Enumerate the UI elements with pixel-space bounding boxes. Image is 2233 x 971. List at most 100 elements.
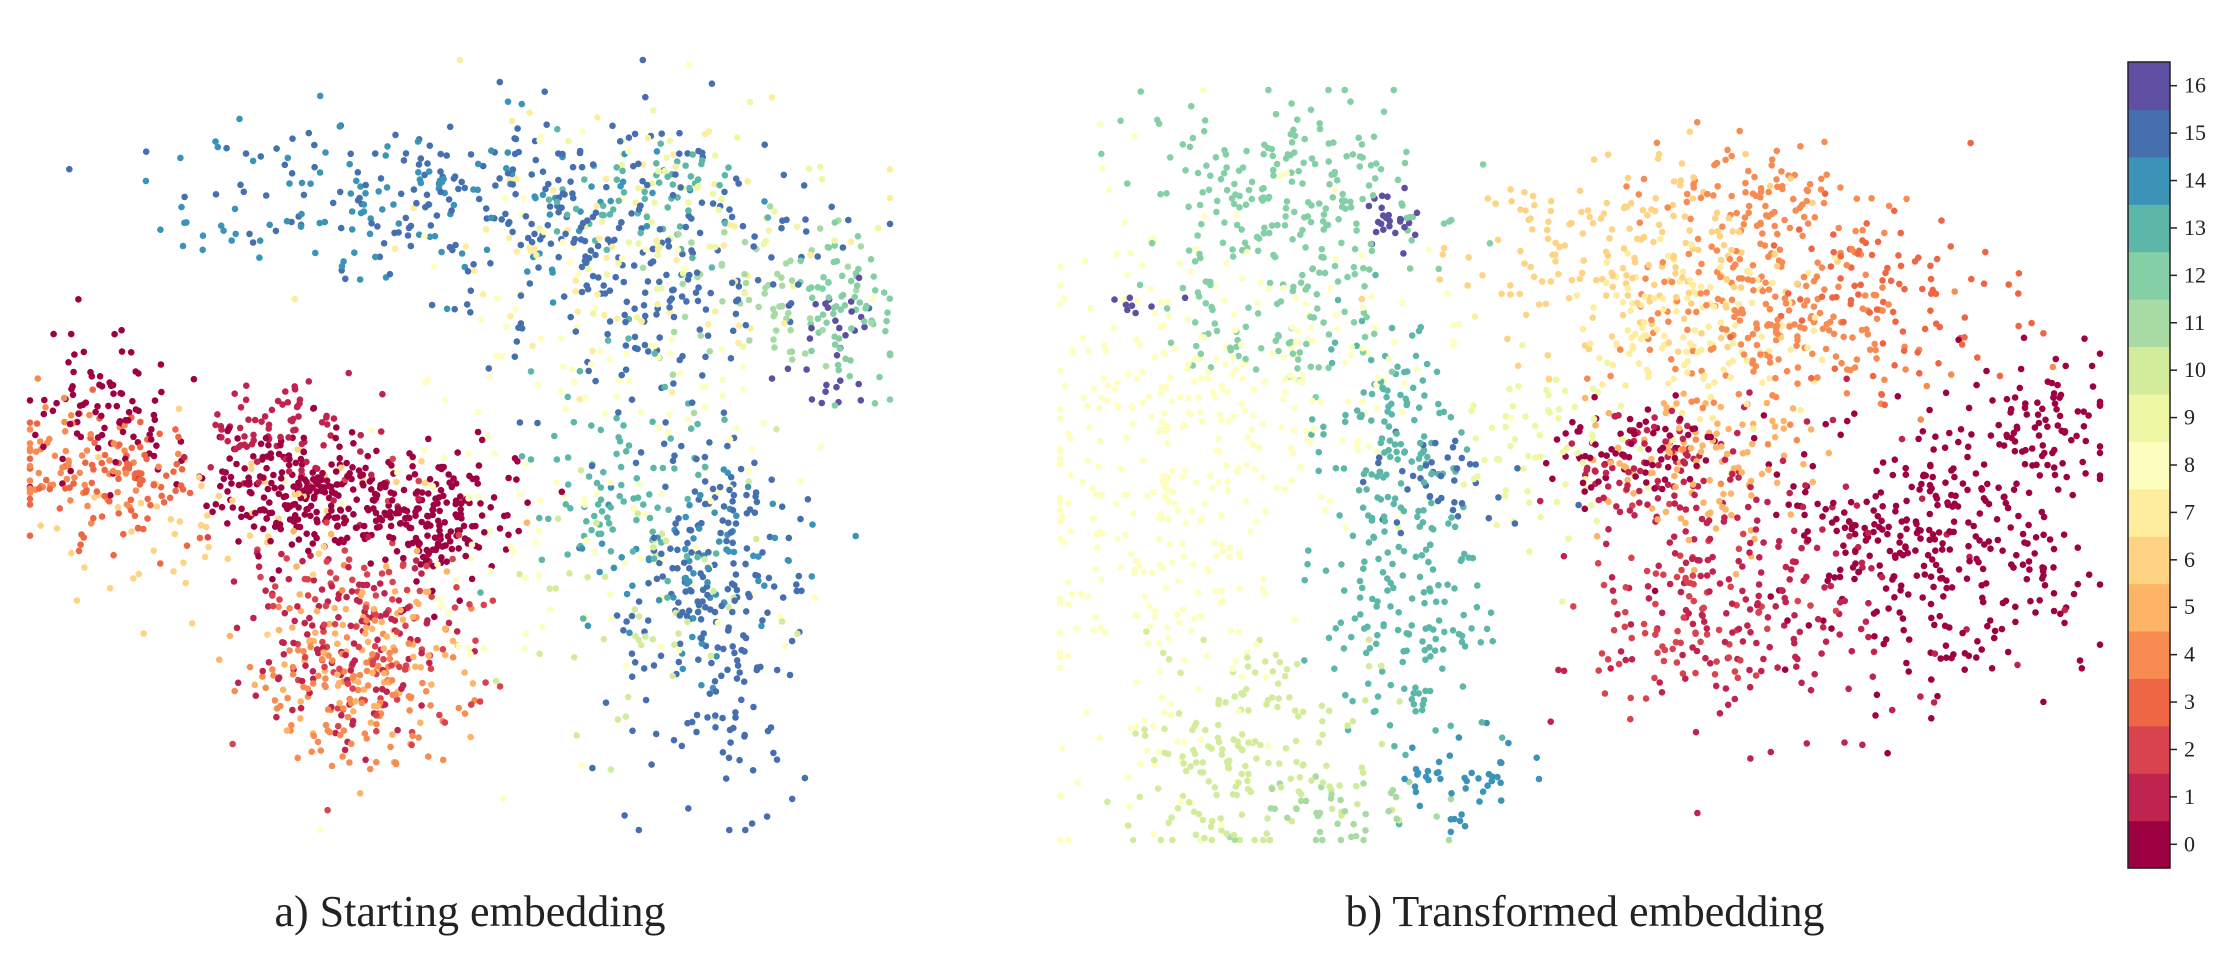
panel-b-point-class-12 [1265,86,1272,94]
panel-b-point-class-7 [1731,322,1739,329]
panel-b-point-class-8 [1249,441,1257,448]
panel-b-point-class-3 [2015,270,2023,277]
panel-a-point-class-0 [79,401,87,409]
panel-a-point-class-1 [395,597,403,604]
panel-a-point-class-0 [277,484,285,491]
panel-b-point-class-10 [1104,798,1111,806]
panel-a-point-class-0 [112,458,119,466]
panel-a-point-class-8 [579,128,586,135]
panel-a-point-class-14 [578,545,586,552]
panel-a-point-class-8 [522,460,530,468]
panel-a-point-class-14 [179,242,187,250]
panel-b-point-class-8 [1151,614,1159,621]
panel-a-point-class-15 [496,175,503,182]
panel-b-point-class-2 [1601,690,1609,697]
panel-a-point-class-8 [817,443,824,451]
panel-b-point-class-13 [1451,585,1458,592]
panel-a-point-class-3 [82,488,89,496]
panel-a-point-class-4 [350,672,358,680]
panel-b-point-class-4 [1737,341,1745,348]
panel-b-point-class-8 [1150,488,1158,496]
panel-b-point-class-1 [1791,639,1798,647]
panel-b-point-class-0 [1874,537,1882,544]
panel-a-point-class-13 [554,125,561,133]
panel-a-point-class-0 [250,523,258,530]
panel-b-point-class-4 [1636,219,1644,226]
panel-b-point-class-10 [1283,666,1291,673]
panel-a-point-class-13 [545,515,552,523]
panel-a-point-class-10 [584,573,591,581]
panel-a-point-class-15 [653,311,660,318]
panel-a-point-class-4 [439,756,447,764]
panel-a-point-class-15 [377,175,385,182]
panel-b-point-class-8 [1100,374,1108,382]
panel-a-point-class-13 [698,160,705,168]
panel-b-point-class-8 [1212,588,1219,595]
panel-a-point-class-15 [785,534,793,542]
panel-b-point-class-10 [1251,669,1259,676]
panel-a-point-class-0 [396,520,404,527]
panel-a-point-class-0 [474,428,482,436]
panel-b-point-class-6 [1640,233,1648,241]
panel-b-point-class-6 [1602,292,1610,299]
panel-a-point-class-15 [555,253,562,261]
panel-b-point-class-8 [1059,513,1066,520]
panel-b-point-class-14 [1485,770,1493,778]
panel-a-point-class-4 [415,734,422,741]
panel-b-point-class-0 [1932,433,1939,441]
panel-a-point-class-3 [88,479,96,487]
panel-a-point-class-12 [847,357,854,364]
panel-a-point-class-13 [622,448,630,455]
panel-b-point-class-6 [1665,339,1673,347]
panel-b-point-class-10 [1354,800,1361,808]
panel-b-point-class-6 [1544,352,1552,359]
panel-a-point-class-13 [716,181,723,189]
panel-b-point-class-6 [1589,219,1597,227]
panel-a-point-class-15 [528,220,535,228]
panel-b-point-class-3 [1932,320,1940,328]
panel-a-point-class-0 [475,462,483,469]
panel-a-point-class-14 [372,253,379,261]
panel-a-point-class-15 [725,624,732,631]
panel-a-point-class-8 [664,428,672,436]
panel-a-point-class-0 [336,454,344,462]
panel-a-point-class-15 [707,289,714,297]
panel-b-point-class-8 [1326,498,1334,505]
panel-b-point-class-8 [1139,457,1147,465]
panel-b-point-class-8 [1187,410,1195,418]
panel-a-point-class-15 [688,399,696,407]
panel-a-point-class-0 [158,388,165,396]
panel-a-point-class-0 [323,477,331,485]
panel-a-point-class-15 [240,188,248,196]
panel-b-point-class-9 [1481,456,1488,464]
panel-b-point-class-0 [1941,622,1949,630]
panel-b-point-class-3 [1847,300,1854,308]
panel-a-point-class-0 [260,494,268,501]
panel-b-point-class-12 [1136,281,1144,289]
panel-b-point-class-0 [2028,445,2036,452]
panel-b-point-class-0 [1591,393,1598,401]
panel-a-point-class-5 [297,698,305,705]
panel-b-point-class-4 [1694,235,1702,243]
panel-b-point-class-1 [1829,416,1837,424]
panel-a-point-class-0 [363,504,371,512]
panel-b-point-class-5 [1673,466,1681,473]
panel-a-point-class-15 [695,147,702,155]
panel-a-point-class-10 [577,467,585,474]
panel-a-point-class-6 [167,516,175,523]
panel-a-point-class-2 [271,583,279,590]
panel-a-point-class-14 [390,201,397,208]
panel-a-point-class-14 [750,552,757,560]
panel-b-point-class-0 [1948,584,1956,591]
panel-b-point-class-12 [1242,201,1250,208]
panel-a-point-class-0 [218,503,226,511]
panel-a-point-class-11 [670,328,678,336]
panel-b-point-class-1 [1700,477,1707,485]
panel-a-point-class-12 [825,294,833,301]
panel-b-point-class-7 [1797,406,1804,414]
panel-b-point-class-14 [1535,775,1543,783]
panel-b-point-class-4 [1733,209,1740,217]
panel-b-point-class-13 [1394,363,1401,371]
panel-a-point-class-4 [369,651,376,658]
panel-b-point-class-6 [1544,235,1552,243]
